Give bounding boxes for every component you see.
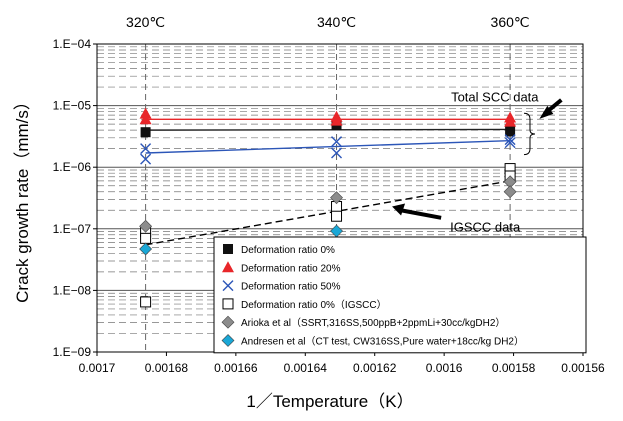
- x-tick-label: 0.00164: [284, 361, 328, 375]
- marker-shape: [330, 224, 343, 238]
- x-tick-label: 0.00156: [561, 361, 605, 375]
- data-point: [222, 280, 234, 292]
- fit-line: [145, 180, 511, 246]
- data-point: [139, 242, 153, 256]
- data-point: [139, 113, 152, 125]
- marker-shape: [222, 298, 234, 310]
- marker-shape: [139, 107, 152, 119]
- marker-shape: [139, 219, 153, 233]
- temperature-labels: 320℃ 340℃ 360℃: [126, 14, 530, 30]
- marker-shape: [221, 315, 235, 329]
- marker-stroke: [331, 136, 343, 148]
- y-tick-labels: 1.E−09 1.E−08 1.E−07 1.E−06 1.E−05 1.E−04: [53, 37, 92, 359]
- data-point: [140, 153, 152, 165]
- marker-stroke: [331, 147, 343, 159]
- data-point: [330, 224, 343, 238]
- fit-line: [145, 139, 511, 154]
- x-tick-label: 0.0016: [426, 361, 463, 375]
- fit-lines: [145, 118, 511, 246]
- x-axis-title: 1／Temperature（K）: [246, 392, 413, 411]
- data-point: [222, 261, 234, 273]
- x-tick-label: 0.00168: [145, 361, 189, 375]
- marker-stroke: [504, 134, 516, 146]
- x-tick-label: 0.00166: [214, 361, 258, 375]
- marker-stroke: [504, 137, 516, 149]
- data-point: [139, 107, 152, 119]
- annotation-arrow: [401, 208, 442, 220]
- data-point: [504, 134, 516, 146]
- data-point: [505, 126, 516, 137]
- data-points: [139, 107, 517, 308]
- data-point: [331, 136, 343, 148]
- y-tick-label: 1.E−06: [53, 160, 92, 174]
- fit-line: [145, 128, 511, 131]
- annotation-arrowhead: [392, 203, 406, 216]
- marker-shape: [503, 185, 517, 199]
- marker-stroke: [140, 143, 152, 155]
- y-tick-label: 1.E−07: [53, 222, 92, 236]
- marker-shape: [222, 261, 234, 273]
- y-tick-label: 1.E−09: [53, 345, 92, 359]
- data-point: [140, 296, 152, 308]
- x-tick-labels: 0.0017 0.00168 0.00166 0.00164 0.00162 0.0016…: [79, 361, 605, 375]
- legend-label: Deformation ratio 50%: [241, 282, 341, 293]
- legend-box: [213, 236, 587, 354]
- marker-shape: [330, 114, 343, 126]
- temperature-label: 360℃: [491, 14, 530, 30]
- marker-shape: [331, 210, 343, 222]
- data-point: [221, 334, 235, 347]
- temperature-label: 320℃: [126, 14, 165, 30]
- annotation-arrowhead: [539, 105, 554, 119]
- data-point: [331, 147, 343, 159]
- data-point: [223, 244, 233, 254]
- marker-shape: [223, 244, 233, 254]
- y-tick-label: 1.E−04: [53, 37, 92, 51]
- temperature-label: 340℃: [317, 14, 356, 30]
- brace: [523, 112, 536, 156]
- legend-label: Deformation ratio 0%: [241, 245, 335, 256]
- x-tick-label: 0.0017: [79, 361, 116, 375]
- data-point: [331, 210, 343, 222]
- legend-label: Deformation ratio 0%（IGSCC）: [241, 299, 387, 311]
- data-point: [330, 114, 343, 126]
- legend-label: Deformation ratio 20%: [241, 263, 341, 274]
- y-tick-label: 1.E−08: [53, 283, 92, 297]
- marker-shape: [505, 126, 516, 137]
- legend: Deformation ratio 0% Deformation ratio 20…: [213, 236, 587, 354]
- data-point: [140, 127, 151, 138]
- data-point: [504, 137, 516, 149]
- legend-label: Andresen et al（CT test, CW316SS,Pure wat…: [241, 336, 524, 348]
- legend-label: Arioka et al（SSRT,316SS,500ppB+2ppmLi+30…: [241, 317, 505, 329]
- marker-stroke: [140, 153, 152, 165]
- data-point: [330, 191, 343, 205]
- marker-shape: [139, 113, 152, 125]
- annotations: Total SCC data IGSCC data: [392, 90, 563, 234]
- y-axis-title: Crack growth rate（mm/s）: [13, 93, 32, 303]
- data-point: [139, 219, 153, 233]
- marker-shape: [139, 242, 153, 256]
- data-point: [140, 143, 152, 155]
- marker-shape: [140, 127, 151, 138]
- annotation-igscc: IGSCC data: [450, 219, 521, 234]
- marker-shape: [330, 191, 343, 205]
- y-tick-label: 1.E−05: [53, 99, 92, 113]
- marker-shape: [140, 232, 152, 244]
- marker-shape: [140, 296, 152, 308]
- x-tick-label: 0.00162: [353, 361, 397, 375]
- data-point: [140, 232, 152, 244]
- data-point: [222, 298, 234, 310]
- data-point: [221, 315, 235, 329]
- marker-shape: [221, 334, 235, 347]
- data-point: [504, 115, 517, 127]
- marker-stroke: [222, 280, 234, 292]
- data-point: [503, 185, 517, 199]
- marker-shape: [504, 115, 517, 127]
- annotation-total-scc: Total SCC data: [451, 90, 539, 105]
- x-tick-label: 0.00158: [492, 361, 536, 375]
